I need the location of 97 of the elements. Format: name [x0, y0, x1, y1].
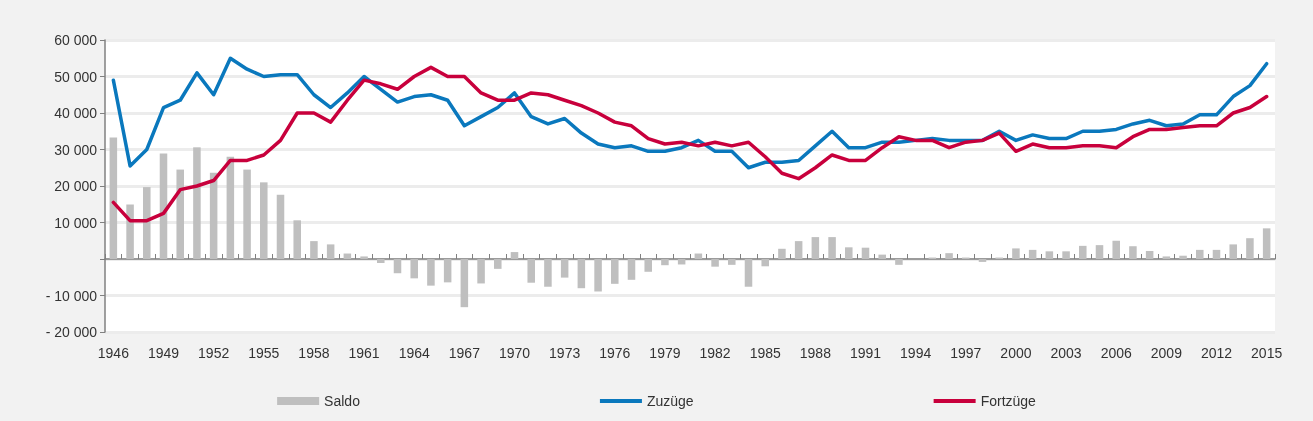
- bar: [109, 137, 118, 259]
- bar: [945, 253, 953, 259]
- bar: [778, 248, 786, 259]
- bar: [293, 220, 301, 259]
- x-tick-label: 1946: [97, 345, 130, 361]
- bar: [644, 259, 652, 272]
- bar: [1028, 249, 1037, 259]
- bar: [1179, 255, 1187, 259]
- x-tick-label: 1985: [749, 345, 781, 361]
- bar: [1045, 251, 1054, 259]
- x-tick-label: 2012: [1200, 345, 1233, 361]
- bar: [611, 259, 619, 284]
- bar: [527, 259, 535, 283]
- legend-label: Zuzüge: [646, 393, 694, 409]
- bar: [761, 259, 769, 267]
- x-tick-label: 1997: [950, 345, 982, 361]
- x-tick-label: 1994: [900, 345, 932, 361]
- bar: [443, 259, 452, 283]
- bar: [794, 241, 803, 259]
- x-tick-label: 2003: [1050, 345, 1082, 361]
- bar: [1095, 245, 1104, 259]
- y-tick-label: 50 000: [54, 68, 98, 85]
- bar: [393, 259, 402, 274]
- bar: [427, 259, 435, 286]
- x-tick-label: 1949: [147, 345, 180, 361]
- bar: [1229, 244, 1237, 259]
- bar: [260, 182, 268, 259]
- bar: [1196, 249, 1204, 259]
- bar: [276, 194, 285, 259]
- x-tick-label: 1955: [248, 345, 280, 361]
- bar: [1212, 249, 1221, 259]
- x-tick-label: 1973: [549, 345, 581, 361]
- bar: [811, 237, 820, 259]
- y-tick-label: - 20 000: [45, 324, 98, 340]
- bar: [744, 259, 753, 287]
- bar: [143, 187, 151, 259]
- bar: [460, 259, 469, 308]
- bar: [728, 259, 736, 265]
- bar: [1162, 256, 1171, 259]
- bar: [1262, 228, 1271, 259]
- x-tick-label: 2009: [1150, 345, 1183, 361]
- x-tick-label: 1964: [398, 345, 430, 361]
- bar: [1129, 246, 1137, 259]
- x-tick-label: 1967: [448, 345, 481, 361]
- bar: [544, 259, 552, 287]
- y-tick-label: 30 000: [54, 141, 98, 158]
- x-tick-label: 1952: [198, 345, 230, 361]
- bar: [661, 259, 669, 266]
- x-tick-label: 1991: [849, 345, 882, 361]
- bar: [560, 259, 569, 278]
- legend-label: Saldo: [324, 393, 361, 409]
- bar: [360, 256, 368, 259]
- bar: [1062, 251, 1070, 259]
- y-tick-label: - 10 000: [45, 287, 98, 304]
- bar: [861, 247, 870, 259]
- y-tick-label: 60 000: [54, 32, 98, 48]
- bar: [878, 254, 886, 259]
- bar: [594, 259, 602, 292]
- bar: [1079, 245, 1087, 259]
- bar: [577, 259, 586, 289]
- x-tick-label: 1976: [599, 345, 631, 361]
- y-tick-label: 20 000: [54, 178, 98, 194]
- legend-label: Fortzüge: [980, 393, 1037, 409]
- y-tick-label: 10 000: [54, 214, 98, 231]
- bar: [627, 259, 636, 280]
- bar: [1112, 240, 1120, 259]
- bar: [828, 237, 836, 259]
- x-tick-label: 2000: [1000, 345, 1032, 361]
- bar: [1246, 238, 1254, 259]
- bar: [477, 259, 485, 284]
- x-tick-label: 2015: [1251, 345, 1283, 361]
- bar: [126, 204, 134, 259]
- x-tick-label: 2006: [1100, 345, 1132, 361]
- bar: [176, 169, 184, 259]
- x-tick-label: 1970: [498, 345, 531, 361]
- bar: [193, 147, 201, 259]
- bar: [711, 259, 719, 267]
- bar: [310, 241, 318, 259]
- x-tick-label: 1979: [649, 345, 681, 361]
- bar: [377, 259, 385, 264]
- bar: [978, 259, 987, 262]
- x-tick-label: 1988: [799, 345, 832, 361]
- bar: [1145, 250, 1154, 259]
- line-series: [111, 65, 1269, 223]
- bar: [895, 259, 903, 265]
- bar: [410, 259, 418, 279]
- bar: [494, 259, 502, 269]
- x-tick-label: 1958: [298, 345, 330, 361]
- x-tick-label: 1982: [699, 345, 731, 361]
- x-tick-label: 1961: [348, 345, 380, 361]
- bar: [243, 169, 251, 259]
- bar: [845, 247, 853, 259]
- bar: [326, 244, 335, 259]
- bar: [1012, 248, 1020, 259]
- line-series: [111, 56, 1269, 170]
- bar: [510, 252, 519, 259]
- y-tick-label: 40 000: [54, 105, 98, 121]
